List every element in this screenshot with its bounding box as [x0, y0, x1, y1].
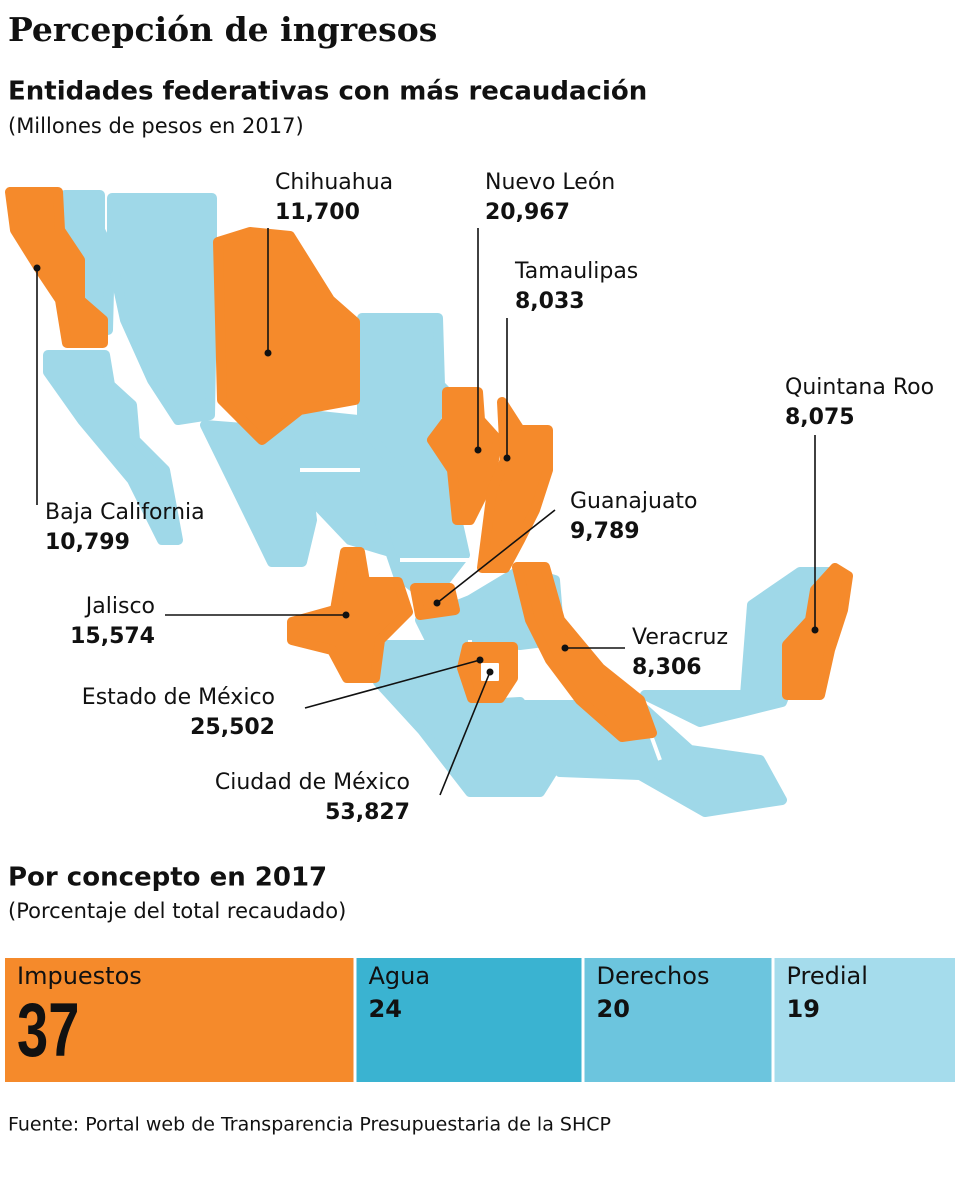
bar-subtitle: (Porcentaje del total recaudado): [8, 899, 346, 923]
state-shape: [427, 387, 503, 525]
state-shape: [512, 562, 657, 742]
state-value: 9,789: [570, 519, 640, 544]
state-name: Baja California: [45, 500, 205, 525]
leader-line: [439, 671, 491, 796]
page-title: Percepción de ingresos: [8, 10, 437, 49]
leader-dot: [503, 454, 511, 462]
segment-value: 24: [369, 995, 402, 1023]
map-title: Entidades federativas con más recaudació…: [8, 77, 647, 107]
segment-value: 37: [17, 989, 79, 1073]
state-shape: [213, 227, 360, 445]
state-name: Ciudad de México: [215, 770, 410, 795]
leader-dot: [33, 264, 41, 272]
state-value: 20,967: [485, 200, 570, 225]
state-name: Guanajuato: [570, 489, 698, 514]
bar-segment: [356, 958, 582, 1082]
state-name: Estado de México: [82, 685, 275, 710]
segment-value: 20: [597, 995, 630, 1023]
segment-label: Impuestos: [17, 962, 142, 990]
state-value: 8,306: [632, 655, 702, 680]
segment-value: 19: [787, 995, 820, 1023]
segment-label: Predial: [787, 962, 868, 990]
state-value: 15,574: [70, 624, 155, 649]
bar-segment: [774, 958, 955, 1082]
leader-line: [304, 659, 481, 709]
leader-dot: [811, 626, 819, 634]
state-value: 8,075: [785, 405, 855, 430]
state-name: Tamaulipas: [514, 259, 638, 284]
leader-line: [436, 509, 556, 604]
state-shape: [5, 187, 108, 348]
state-value: 25,502: [190, 715, 275, 740]
state-name: Jalisco: [84, 594, 155, 619]
state-value: 10,799: [45, 530, 130, 555]
state-shape: [287, 547, 413, 683]
bar-segment: [584, 958, 772, 1082]
state-name: Nuevo León: [485, 170, 615, 195]
map-subtitle: (Millones de pesos en 2017): [8, 114, 304, 138]
state-name: Veracruz: [632, 625, 728, 650]
segment-label: Agua: [369, 962, 431, 990]
leader-dot: [474, 446, 482, 454]
leader-dot: [264, 349, 272, 357]
state-value: 53,827: [325, 800, 410, 825]
state-value: 8,033: [515, 289, 585, 314]
bar-segment: [5, 958, 354, 1082]
source: Fuente: Portal web de Transparencia Pres…: [8, 1114, 611, 1136]
bar-title: Por concepto en 2017: [8, 863, 327, 893]
state-name: Chihuahua: [275, 170, 393, 195]
leader-dot: [433, 599, 441, 607]
leader-dot: [476, 656, 484, 664]
leader-dot: [486, 668, 494, 676]
segment-label: Derechos: [597, 962, 710, 990]
state-value: 11,700: [275, 200, 360, 225]
state-name: Quintana Roo: [785, 375, 934, 400]
leader-dot: [342, 611, 350, 619]
leader-dot: [561, 644, 569, 652]
state-shape: [477, 397, 553, 573]
